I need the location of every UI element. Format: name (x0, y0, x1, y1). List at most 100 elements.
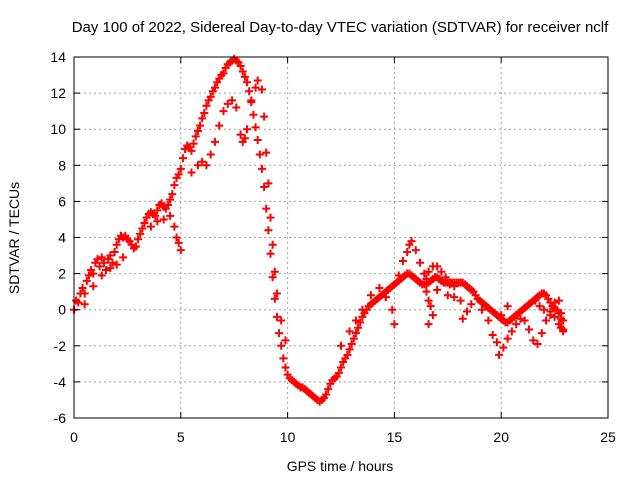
data-point (270, 294, 279, 303)
data-point (174, 238, 183, 247)
data-point (247, 96, 256, 105)
data-point (219, 69, 228, 78)
data-point (97, 271, 106, 280)
data-point (407, 237, 416, 246)
data-point (264, 226, 273, 235)
data-point (176, 164, 185, 173)
data-point (354, 323, 363, 332)
data-point (170, 222, 179, 231)
y-tick-label: 12 (50, 85, 66, 101)
data-point (240, 72, 249, 81)
y-tick-label: -4 (54, 374, 67, 390)
data-point (546, 311, 555, 320)
data-point (202, 161, 211, 170)
data-point (110, 247, 119, 256)
data-point (443, 291, 452, 300)
data-point (202, 101, 211, 110)
data-point (416, 258, 425, 267)
y-tick-label: 8 (58, 157, 66, 173)
data-point (257, 164, 266, 173)
data-point (136, 229, 145, 238)
data-point (347, 339, 356, 348)
y-tick-label: 6 (58, 193, 66, 209)
data-point (463, 307, 472, 316)
data-point (542, 316, 551, 325)
data-point (198, 157, 207, 166)
data-point (153, 217, 162, 226)
data-point (215, 121, 224, 130)
data-point (272, 289, 281, 298)
data-point (488, 330, 497, 339)
data-point (189, 139, 198, 148)
data-point (535, 302, 544, 311)
chart-title: Day 100 of 2022, Sidereal Day-to-day VTE… (72, 19, 609, 36)
data-point (74, 298, 83, 307)
data-point (492, 338, 501, 347)
data-point (358, 305, 367, 314)
data-point (539, 305, 548, 314)
data-point (422, 287, 431, 296)
data-point (253, 136, 262, 145)
data-point (559, 327, 568, 336)
data-point (102, 265, 111, 274)
data-point (381, 293, 390, 302)
data-point (351, 329, 360, 338)
data-point (497, 311, 506, 320)
data-point (134, 235, 143, 244)
x-axis-label: GPS time / hours (287, 458, 394, 474)
data-point (119, 253, 128, 262)
data-point (554, 296, 563, 305)
data-point (424, 296, 433, 305)
data-point (557, 309, 566, 318)
data-point (484, 316, 493, 325)
data-point (337, 341, 345, 350)
data-point (345, 327, 354, 336)
data-point (433, 262, 442, 271)
data-point (168, 190, 177, 199)
x-tick-label: 20 (493, 429, 509, 445)
data-point (112, 240, 121, 249)
data-point (80, 300, 89, 309)
data-point (422, 275, 431, 284)
data-point (131, 242, 140, 251)
data-point (477, 305, 486, 314)
data-point (260, 112, 269, 121)
data-point (97, 253, 106, 262)
data-point (108, 258, 117, 267)
data-point (529, 336, 538, 345)
data-point (251, 83, 260, 92)
data-point (275, 329, 284, 338)
data-point (550, 312, 559, 321)
data-point (495, 350, 504, 359)
data-point (324, 385, 333, 394)
x-tick-label: 15 (387, 429, 403, 445)
axis-ticks: 0 5 10 15 20 25 -6 -4 -2 0 2 4 6 8 10 12 14 (50, 49, 616, 445)
y-tick-label: 10 (50, 121, 66, 137)
data-point (210, 83, 219, 92)
data-point (420, 269, 429, 278)
data-point (210, 137, 219, 146)
data-point (112, 260, 121, 269)
data-point (503, 334, 512, 343)
data-point (270, 267, 279, 276)
data-point (228, 96, 237, 105)
data-point (172, 233, 181, 242)
data-point (262, 204, 271, 213)
data-point (334, 368, 343, 377)
data-point (266, 213, 275, 222)
data-point (281, 336, 290, 345)
data-point (458, 314, 467, 323)
data-point (394, 271, 403, 280)
data-point (95, 262, 104, 271)
data-point (349, 334, 358, 343)
data-point (176, 246, 185, 255)
data-point (193, 161, 202, 170)
data-point (78, 284, 87, 293)
data-point (187, 146, 196, 155)
data-point (159, 215, 168, 224)
data-point (450, 293, 459, 302)
data-point (146, 222, 155, 231)
data-point (206, 92, 215, 101)
data-point (170, 181, 179, 190)
data-point (531, 296, 540, 305)
